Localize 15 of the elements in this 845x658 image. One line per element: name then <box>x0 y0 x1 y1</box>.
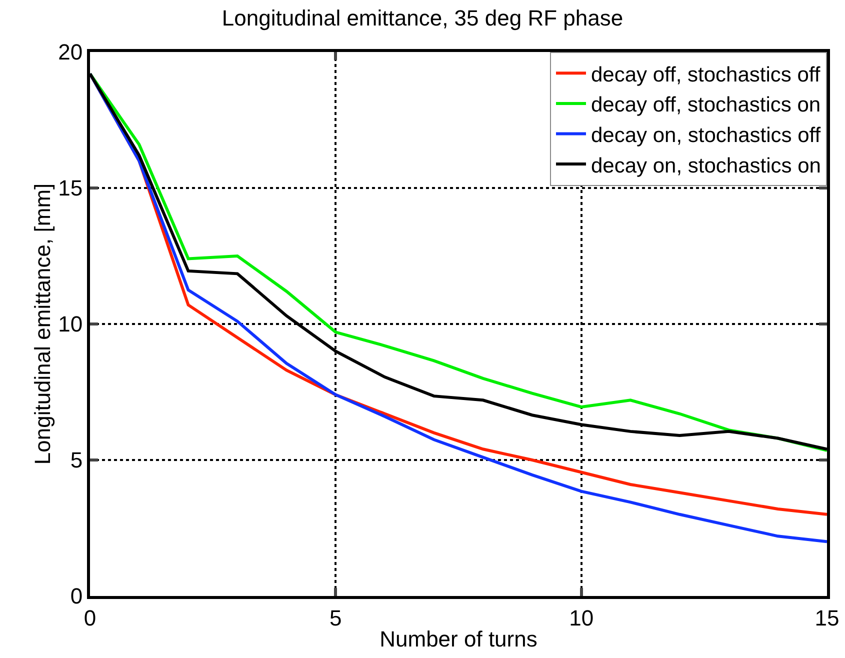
x-tick-label: 15 <box>814 605 840 630</box>
legend-label: decay on, stochastics on <box>591 154 821 178</box>
y-tick-label: 15 <box>58 176 83 201</box>
y-tick-label: 20 <box>58 40 83 65</box>
x-tick-label: 10 <box>569 605 594 630</box>
x-tick-label: 5 <box>330 605 342 630</box>
y-tick-label: 10 <box>58 312 83 337</box>
legend-label: decay off, stochastics off <box>591 63 820 86</box>
chart-title: Longitudinal emittance, 35 deg RF phase <box>222 5 624 30</box>
y-tick-label: 5 <box>70 448 83 473</box>
legend-label: decay off, stochastics on <box>591 94 821 117</box>
y-tick-label: 0 <box>70 584 83 609</box>
y-axis-title: Longitudinal emittance, [mm] <box>30 183 55 465</box>
legend-label: decay on, stochastics off <box>591 124 821 147</box>
x-axis-title: Number of turns <box>380 626 538 652</box>
